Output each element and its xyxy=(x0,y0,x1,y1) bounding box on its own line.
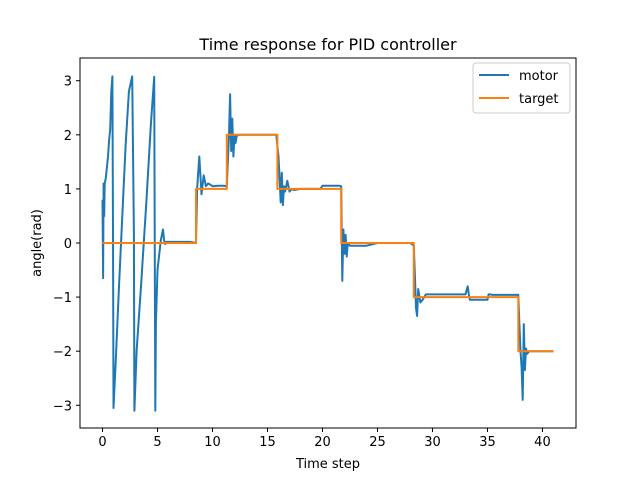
y-axis-ticks: −3 −2 −1 0 1 2 3 xyxy=(53,75,80,414)
y-tick-label: −1 xyxy=(53,291,72,306)
y-tick-label: −3 xyxy=(53,399,72,414)
y-axis-label: angle(rad) xyxy=(30,209,45,277)
series-line-target xyxy=(102,133,554,353)
x-tick-label: 20 xyxy=(314,435,331,450)
x-tick-label: 10 xyxy=(204,435,221,450)
y-tick-label: 1 xyxy=(64,183,72,198)
x-tick-label: 40 xyxy=(534,435,551,450)
x-tick-label: 25 xyxy=(369,435,386,450)
x-tick-label: 15 xyxy=(259,435,276,450)
legend-label-motor: motor xyxy=(519,69,559,84)
x-tick-label: 5 xyxy=(153,435,161,450)
chart-title: Time response for PID controller xyxy=(198,35,457,54)
y-tick-label: 0 xyxy=(64,237,72,252)
x-axis-ticks: 0 5 10 15 20 25 30 35 40 xyxy=(98,428,551,450)
plot-lines xyxy=(101,75,554,412)
x-axis-label: Time step xyxy=(295,457,360,472)
y-tick-label: 3 xyxy=(64,75,72,90)
x-tick-label: 35 xyxy=(479,435,496,450)
x-tick-label: 0 xyxy=(98,435,106,450)
y-tick-label: 2 xyxy=(64,129,72,144)
x-tick-label: 30 xyxy=(424,435,441,450)
legend-label-target: target xyxy=(519,92,559,107)
y-tick-label: −2 xyxy=(53,345,72,360)
legend: motor target xyxy=(472,62,571,114)
series-line-motor xyxy=(101,75,554,412)
